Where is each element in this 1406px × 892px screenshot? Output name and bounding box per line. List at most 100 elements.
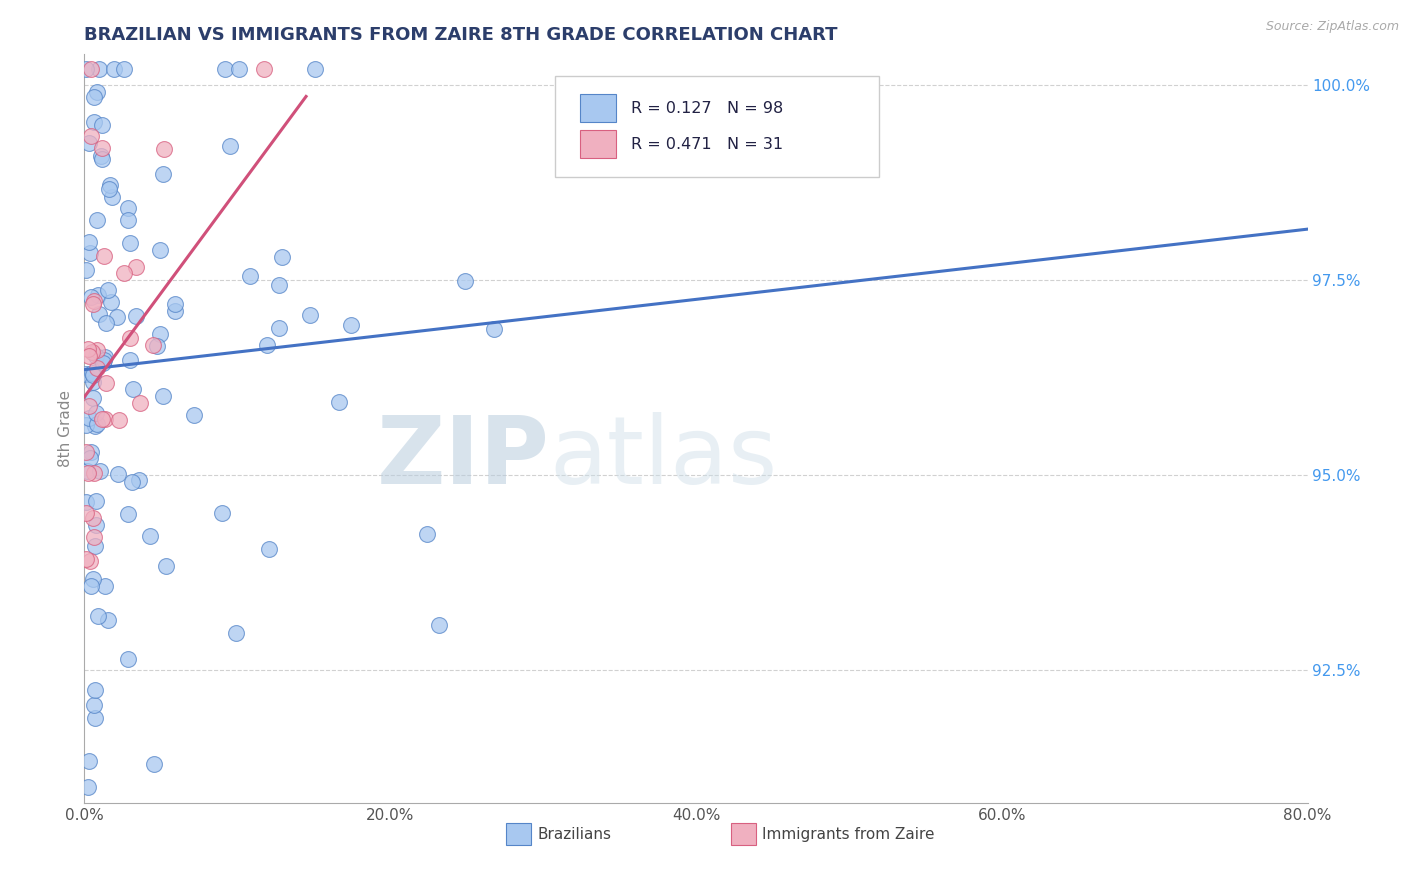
Point <box>83 466 105 480</box>
FancyBboxPatch shape <box>579 130 616 159</box>
Text: R = 0.127   N = 98: R = 0.127 N = 98 <box>631 101 783 116</box>
Point <box>304 62 326 77</box>
Point <box>79 245 101 260</box>
Point <box>121 475 143 489</box>
Point <box>77 780 100 794</box>
Point <box>125 260 148 274</box>
Point <box>84 494 107 508</box>
Point <box>79 754 101 768</box>
Point <box>90 412 112 426</box>
Point <box>100 295 122 310</box>
Point <box>76 464 98 478</box>
Point <box>79 399 101 413</box>
Point <box>83 530 105 544</box>
Point <box>270 250 292 264</box>
Point <box>105 310 128 325</box>
Point <box>94 412 117 426</box>
Point <box>143 756 166 771</box>
Point <box>79 445 101 459</box>
Point <box>84 517 107 532</box>
Point <box>80 579 103 593</box>
Point <box>118 331 141 345</box>
Point <box>269 321 291 335</box>
Point <box>75 367 97 381</box>
Point <box>82 366 104 380</box>
Point <box>75 506 97 520</box>
Point <box>84 406 107 420</box>
Point <box>112 266 135 280</box>
Point <box>228 62 250 77</box>
Point <box>83 698 105 713</box>
Point <box>427 618 450 632</box>
FancyBboxPatch shape <box>579 94 616 122</box>
Point <box>139 529 162 543</box>
Point <box>79 554 101 568</box>
Point <box>75 263 97 277</box>
Point <box>415 526 437 541</box>
Point <box>128 473 150 487</box>
Point <box>82 572 104 586</box>
Point <box>80 128 103 143</box>
Point <box>117 201 139 215</box>
Point <box>83 90 105 104</box>
Point <box>108 412 131 426</box>
Point <box>93 350 115 364</box>
Point <box>90 149 112 163</box>
Point <box>83 683 105 698</box>
Point <box>117 507 139 521</box>
Point <box>97 613 120 627</box>
Point <box>219 138 242 153</box>
Point <box>76 466 98 480</box>
Point <box>90 152 112 166</box>
Point <box>91 119 114 133</box>
Point <box>91 141 114 155</box>
Point <box>75 445 97 459</box>
Point <box>94 579 117 593</box>
Point <box>77 349 100 363</box>
Point <box>107 467 129 481</box>
Point <box>122 382 145 396</box>
Point <box>75 417 97 432</box>
Point <box>152 168 174 182</box>
Point <box>82 368 104 382</box>
Point <box>80 290 103 304</box>
Point <box>86 343 108 357</box>
Point <box>98 178 121 192</box>
Point <box>93 353 115 368</box>
Point <box>75 495 97 509</box>
Y-axis label: 8th Grade: 8th Grade <box>58 390 73 467</box>
Point <box>75 62 97 77</box>
Point <box>214 62 236 77</box>
Point <box>87 288 110 302</box>
Point <box>82 511 104 525</box>
Point <box>84 349 107 363</box>
Point <box>82 345 104 359</box>
Point <box>484 322 506 336</box>
Point <box>84 419 107 434</box>
Point <box>125 309 148 323</box>
Point <box>112 62 135 77</box>
Point <box>83 115 105 129</box>
Point <box>82 375 104 389</box>
Point <box>83 293 105 308</box>
Point <box>117 652 139 666</box>
Point <box>117 213 139 227</box>
Point <box>86 361 108 376</box>
Point <box>96 317 118 331</box>
Point <box>239 269 262 284</box>
Point <box>101 190 124 204</box>
Point <box>118 235 141 250</box>
Point <box>149 327 172 342</box>
Text: Immigrants from Zaire: Immigrants from Zaire <box>762 827 935 841</box>
Text: Source: ZipAtlas.com: Source: ZipAtlas.com <box>1265 20 1399 33</box>
Point <box>93 249 115 263</box>
Point <box>77 136 100 150</box>
Point <box>225 625 247 640</box>
Point <box>256 338 278 352</box>
Point <box>257 542 280 557</box>
Point <box>84 539 107 553</box>
Point <box>118 352 141 367</box>
Point <box>155 558 177 573</box>
Point <box>89 464 111 478</box>
Point <box>253 62 276 77</box>
